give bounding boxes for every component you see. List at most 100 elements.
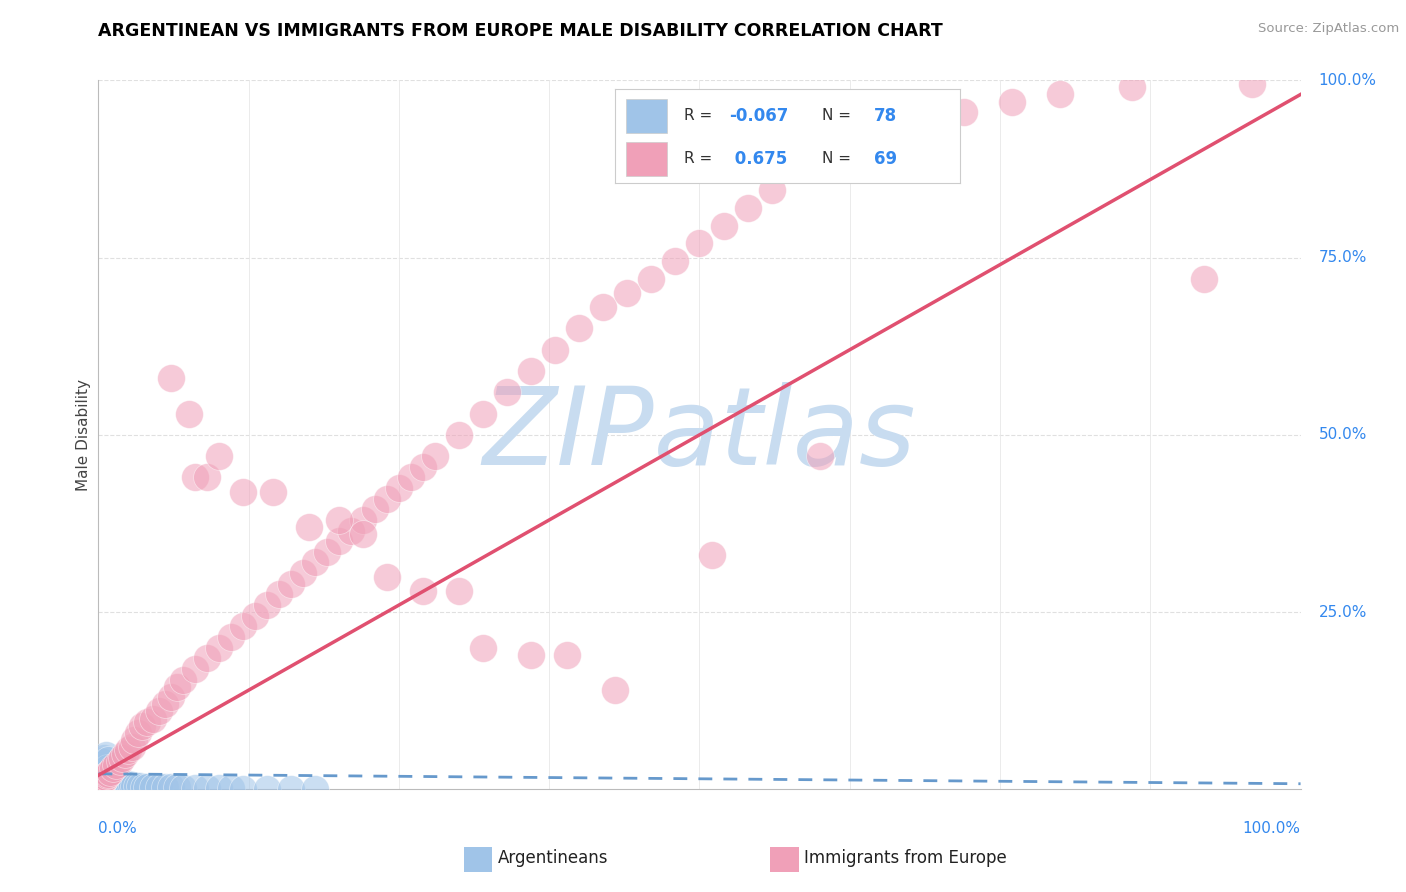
Point xyxy=(103,776,125,790)
Point xyxy=(1049,87,1071,102)
Point xyxy=(96,764,118,779)
Text: Immigrants from Europe: Immigrants from Europe xyxy=(804,849,1007,867)
Point xyxy=(112,777,135,791)
Point xyxy=(111,777,134,791)
Point xyxy=(124,732,146,747)
Point xyxy=(304,781,326,796)
Point xyxy=(117,743,139,757)
Point xyxy=(100,767,122,781)
Point xyxy=(101,761,124,775)
Text: ZIPatlas: ZIPatlas xyxy=(482,383,917,487)
Point xyxy=(100,776,122,790)
Text: N =: N = xyxy=(823,152,856,166)
Point xyxy=(93,770,115,784)
Text: 100.0%: 100.0% xyxy=(1319,73,1376,87)
Point xyxy=(91,760,114,774)
Point xyxy=(364,502,387,516)
Text: 69: 69 xyxy=(873,150,897,168)
Point xyxy=(472,640,495,655)
Point xyxy=(1001,95,1024,109)
Point xyxy=(256,781,278,796)
Point xyxy=(94,770,117,784)
Point xyxy=(496,385,519,400)
Point xyxy=(688,236,710,251)
Point xyxy=(208,640,231,655)
Point xyxy=(172,780,194,795)
Point xyxy=(93,777,115,791)
Point xyxy=(94,748,117,763)
Point xyxy=(315,545,337,559)
Point xyxy=(90,777,112,791)
Point xyxy=(664,254,686,268)
Point xyxy=(90,770,112,784)
Point xyxy=(91,773,114,788)
Point xyxy=(172,673,194,687)
Point xyxy=(166,780,188,795)
Point xyxy=(195,780,218,795)
Point xyxy=(808,449,831,463)
Point xyxy=(159,690,181,705)
Point xyxy=(91,764,114,779)
Text: 78: 78 xyxy=(873,107,897,125)
Text: Argentineans: Argentineans xyxy=(498,849,609,867)
Point xyxy=(1241,77,1264,91)
Point xyxy=(183,662,205,676)
Point xyxy=(96,770,118,784)
Point xyxy=(256,598,278,612)
Text: Source: ZipAtlas.com: Source: ZipAtlas.com xyxy=(1258,22,1399,36)
Point xyxy=(121,778,143,792)
Point xyxy=(91,773,114,788)
Point xyxy=(640,272,662,286)
Point xyxy=(96,775,118,789)
Point xyxy=(208,449,231,463)
FancyBboxPatch shape xyxy=(626,99,666,133)
Point xyxy=(280,576,302,591)
Text: ARGENTINEAN VS IMMIGRANTS FROM EUROPE MALE DISABILITY CORRELATION CHART: ARGENTINEAN VS IMMIGRANTS FROM EUROPE MA… xyxy=(98,22,943,40)
Point xyxy=(262,484,284,499)
Point xyxy=(472,407,495,421)
Point xyxy=(105,757,128,772)
Point xyxy=(520,364,543,378)
Point xyxy=(388,481,411,495)
Point xyxy=(91,768,114,782)
Point xyxy=(135,780,157,794)
Point xyxy=(110,777,132,791)
Text: -0.067: -0.067 xyxy=(728,107,789,125)
Point xyxy=(108,777,131,791)
Point xyxy=(94,772,117,786)
Point xyxy=(555,648,578,662)
Point xyxy=(104,773,127,788)
Point xyxy=(352,527,374,541)
Point xyxy=(132,780,155,794)
Point xyxy=(159,371,181,385)
Text: N =: N = xyxy=(823,108,856,123)
Point xyxy=(96,761,118,775)
Point xyxy=(141,780,163,794)
Y-axis label: Male Disability: Male Disability xyxy=(76,379,91,491)
Point xyxy=(121,739,143,754)
Point xyxy=(93,772,115,786)
Point xyxy=(118,778,141,792)
Point xyxy=(304,556,326,570)
Point xyxy=(148,705,170,719)
Point xyxy=(153,698,176,712)
Point xyxy=(97,777,120,791)
Point xyxy=(423,449,446,463)
Point xyxy=(352,513,374,527)
Point xyxy=(100,764,122,779)
Point xyxy=(89,775,111,789)
Point xyxy=(94,776,117,790)
FancyBboxPatch shape xyxy=(626,142,666,176)
Point xyxy=(195,470,218,484)
Point xyxy=(544,343,567,357)
Point xyxy=(115,777,138,791)
Point xyxy=(267,587,290,601)
Point xyxy=(243,608,266,623)
Point xyxy=(208,780,231,795)
Point xyxy=(90,767,112,781)
Point xyxy=(1194,272,1216,286)
Point xyxy=(953,105,976,120)
Point xyxy=(114,777,136,791)
Point xyxy=(96,768,118,782)
Point xyxy=(89,779,111,793)
